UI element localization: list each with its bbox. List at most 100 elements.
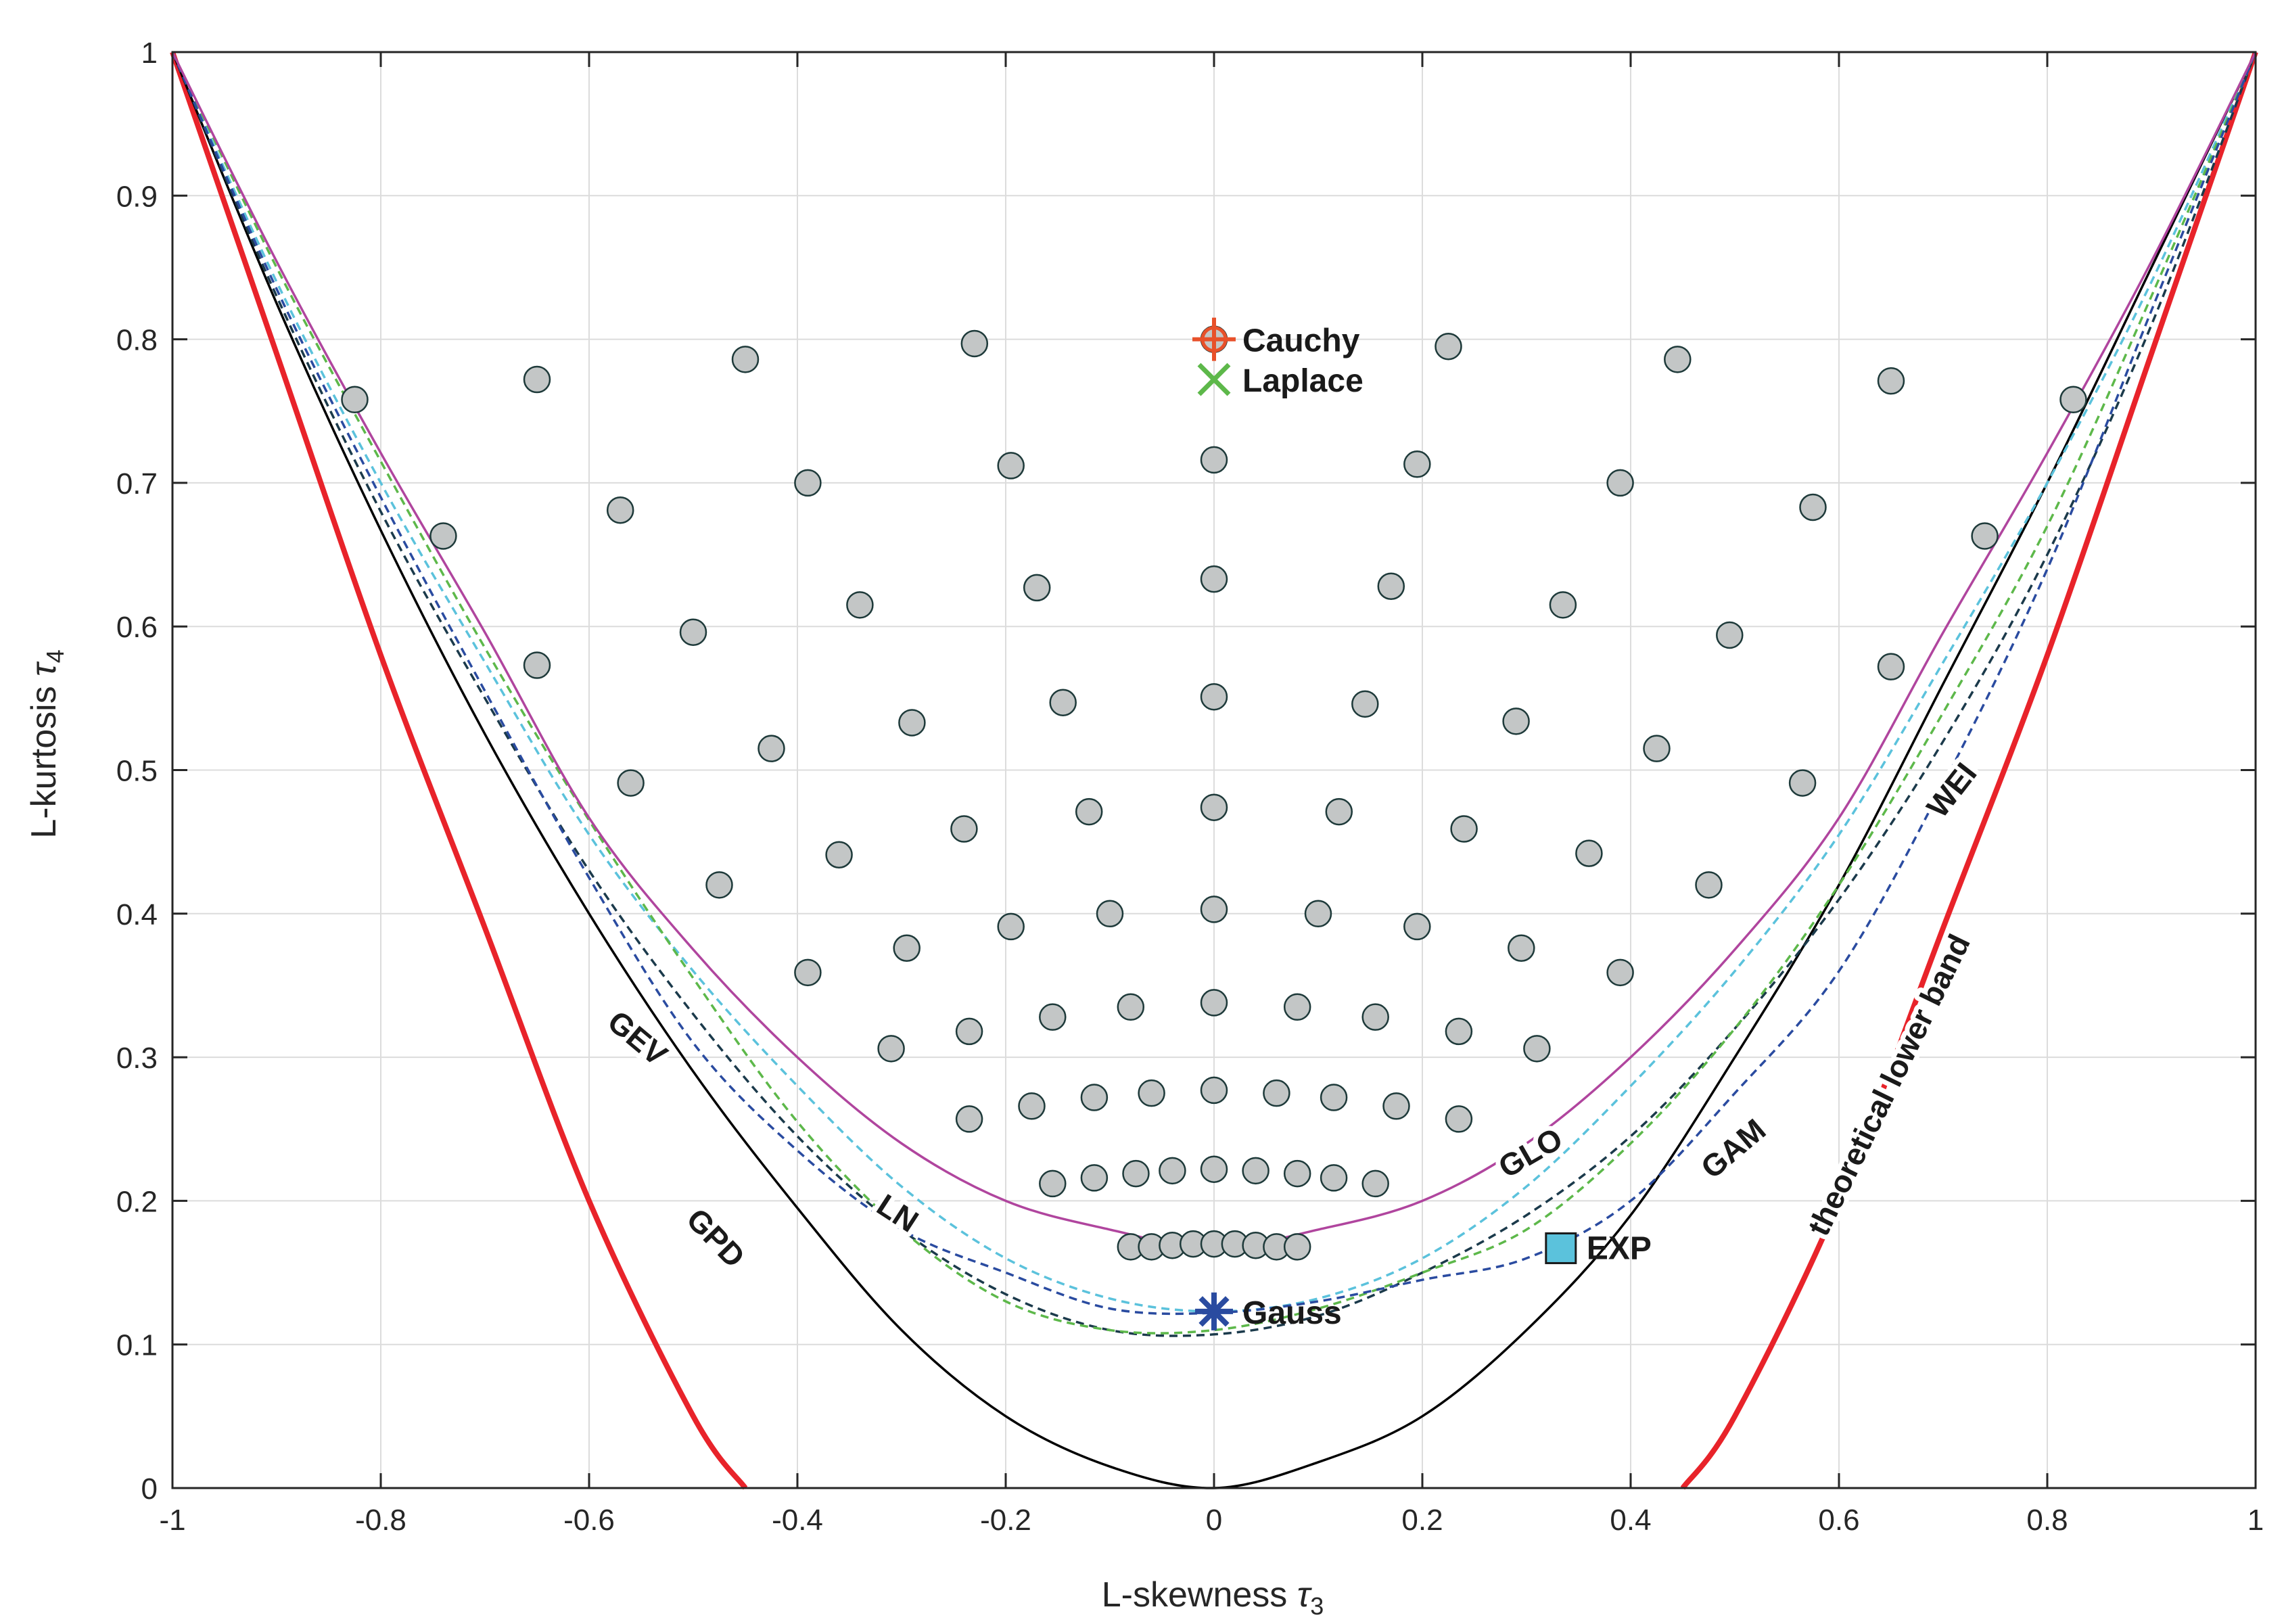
sample-point (1320, 1164, 1348, 1192)
sample-point (1377, 572, 1405, 601)
y-tick-label: 0.7 (116, 467, 158, 501)
sample-point (1263, 1079, 1290, 1107)
sample-point (429, 522, 457, 550)
y-axis-title: L-kurtosis τ4 (24, 649, 69, 838)
sample-point (1575, 839, 1603, 867)
sample-point (846, 591, 874, 619)
x-tick-label: 0.8 (2026, 1504, 2068, 1537)
sample-point (705, 871, 733, 899)
y-tick-label: 0.4 (116, 898, 158, 931)
sample-point (794, 469, 822, 497)
y-tick-label: 0.3 (116, 1042, 158, 1075)
exp-marker (1545, 1232, 1577, 1264)
sample-point (523, 365, 551, 394)
sample-points (341, 325, 2087, 1261)
y-tick-label: 0.1 (116, 1329, 158, 1362)
sample-point (960, 329, 989, 358)
sample-point (1716, 621, 1744, 649)
sample-point (1200, 793, 1228, 821)
x-tick-label: 1 (2247, 1504, 2264, 1537)
sample-point (1200, 446, 1228, 474)
sample-point (1283, 1233, 1311, 1261)
curve-lower-left (170, 51, 748, 1490)
sample-point (893, 934, 920, 962)
curve-gam (171, 51, 2257, 1335)
sample-point (1200, 1076, 1228, 1105)
sample-point (1664, 346, 1692, 373)
sample-point (1971, 522, 1999, 550)
sample-point (1361, 1003, 1389, 1031)
cauchy-label: Cauchy (1242, 323, 1360, 359)
x-tick-label: 0 (1206, 1504, 1222, 1537)
sample-point (1117, 993, 1145, 1021)
sample-point (997, 452, 1025, 480)
sample-point (1877, 653, 1905, 680)
sample-point (606, 496, 634, 524)
y-tick-label: 0 (141, 1472, 158, 1506)
sample-point (1200, 896, 1228, 923)
sample-point (1159, 1157, 1186, 1185)
sample-point (1018, 1092, 1046, 1120)
x-tick-label: 0.6 (1818, 1504, 1859, 1537)
sample-point (1283, 993, 1311, 1021)
curve-lower-right (1680, 51, 2258, 1490)
y-tick-label: 0.5 (116, 755, 158, 788)
sample-point (341, 386, 369, 414)
sample-point (1325, 797, 1353, 826)
sample-point (731, 346, 760, 373)
sample-point (955, 1017, 983, 1046)
sample-point (877, 1035, 905, 1063)
sample-point (1508, 934, 1535, 962)
sample-point (1200, 989, 1228, 1017)
curve-ln (171, 51, 2257, 1313)
sample-point (1122, 1159, 1150, 1188)
curve-wei (171, 51, 2257, 1316)
sample-point (1799, 493, 1827, 521)
sample-point (1283, 1159, 1311, 1188)
sample-point (2059, 386, 2087, 414)
sample-point (1450, 815, 1478, 843)
y-tick-label: 0.2 (116, 1185, 158, 1218)
sample-point (758, 735, 785, 762)
sample-point (1200, 682, 1228, 711)
sample-point (1695, 871, 1723, 899)
named-points: Cauchy Laplace EXP Gauss (1192, 317, 1652, 1331)
sample-point (1200, 565, 1228, 593)
sample-point (1351, 690, 1379, 718)
x-tick-label: 0.4 (1610, 1504, 1651, 1537)
sample-point (794, 958, 822, 987)
sample-point (1403, 450, 1431, 478)
x-tick-label: -0.6 (563, 1504, 615, 1537)
sample-point (1523, 1035, 1551, 1063)
gauss-marker-arm (1198, 1296, 1230, 1327)
sample-point (679, 618, 707, 646)
laplace-label: Laplace (1242, 363, 1364, 399)
sample-point (1403, 912, 1431, 941)
sample-point (1445, 1017, 1473, 1046)
sample-point (898, 709, 926, 737)
sample-point (1502, 707, 1530, 735)
sample-point (1320, 1084, 1348, 1111)
sample-point (1788, 769, 1817, 797)
curve-gev (171, 51, 2257, 1337)
gauss-label: Gauss (1242, 1295, 1342, 1331)
sample-point (1039, 1169, 1067, 1198)
sample-point (1096, 900, 1124, 928)
sample-point (997, 912, 1025, 941)
sample-point (523, 651, 551, 679)
y-tick-label: 0.6 (116, 611, 158, 644)
sample-point (1080, 1164, 1109, 1192)
sample-point (1606, 469, 1634, 497)
sample-point (1200, 1155, 1228, 1183)
y-tick-label: 0.9 (116, 180, 158, 213)
sample-point (1643, 735, 1671, 762)
sample-point (1549, 591, 1577, 619)
sample-point (825, 841, 853, 869)
sample-point (1445, 1105, 1473, 1133)
exp-label: EXP (1587, 1230, 1652, 1266)
sample-point (1138, 1079, 1165, 1107)
x-tick-label: -0.4 (772, 1504, 823, 1537)
sample-point (1039, 1003, 1067, 1031)
sample-point (1049, 689, 1077, 716)
